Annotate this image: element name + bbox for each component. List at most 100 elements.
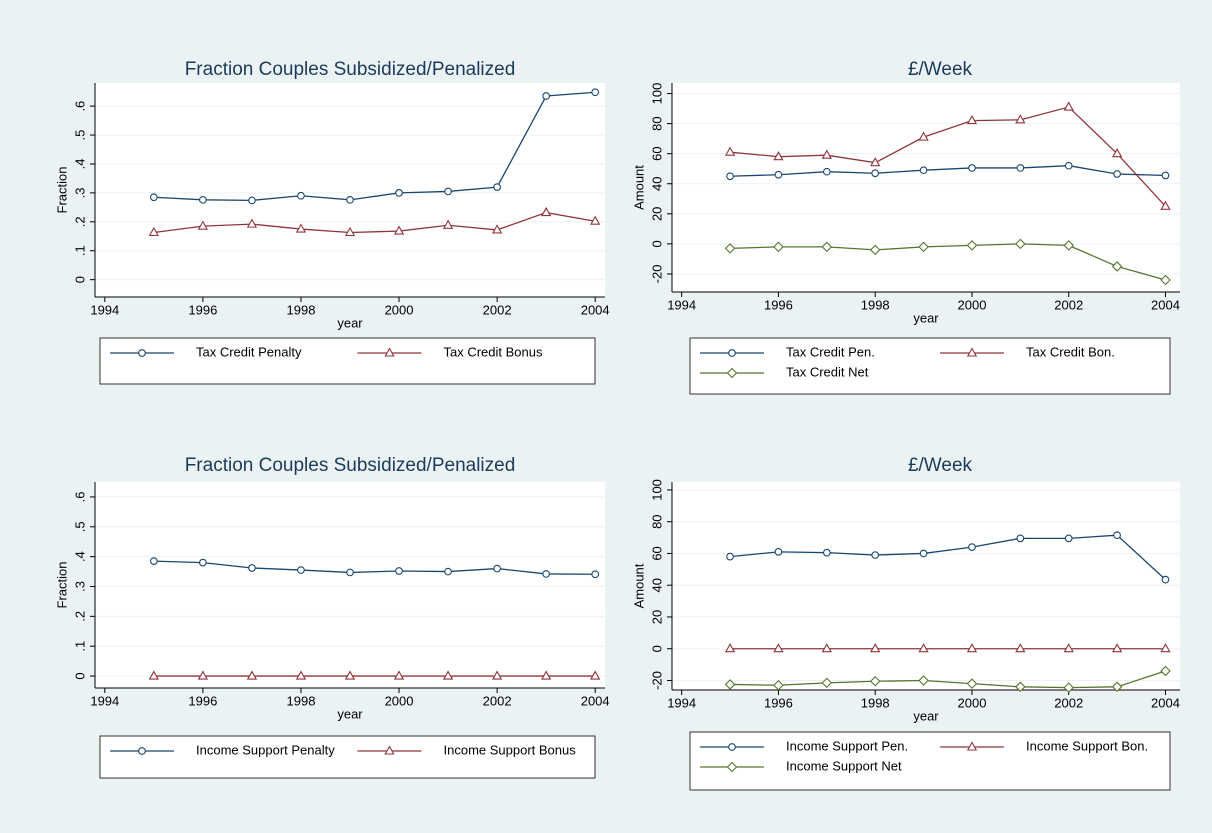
y-tick-label: -20: [649, 671, 664, 690]
marker: [1064, 161, 1073, 170]
x-axis-title: year: [913, 708, 939, 723]
y-tick-label: .2: [72, 216, 87, 227]
chart-title: £/Week: [908, 59, 973, 80]
marker: [493, 183, 501, 191]
marker: [248, 564, 256, 572]
marker: [968, 543, 976, 551]
x-tick-label: 1996: [764, 297, 793, 312]
marker: [918, 131, 929, 141]
marker: [821, 643, 832, 653]
legend-box: [689, 337, 1171, 395]
y-axis-title: Fraction: [54, 562, 69, 609]
marker: [149, 557, 158, 565]
marker: [773, 241, 784, 253]
y-tick-label: 20: [649, 207, 664, 221]
marker: [774, 548, 783, 556]
marker: [726, 367, 738, 379]
marker: [966, 741, 978, 751]
x-tick-label: 1994: [667, 695, 696, 710]
marker: [138, 349, 146, 357]
y-tick-label: .6: [72, 492, 87, 503]
marker: [248, 196, 256, 205]
legend-label: Income Support Net: [786, 758, 902, 773]
marker: [1161, 171, 1170, 180]
marker: [591, 570, 600, 579]
marker: [297, 191, 305, 200]
marker: [246, 218, 258, 228]
marker: [442, 219, 454, 229]
marker: [869, 675, 881, 687]
marker: [1160, 665, 1171, 677]
series-line: [730, 670, 1166, 689]
marker: [344, 226, 356, 237]
marker: [197, 670, 209, 680]
marker: [395, 189, 403, 197]
marker: [1111, 148, 1123, 158]
marker: [822, 548, 831, 557]
x-tick-label: 1996: [188, 693, 217, 708]
marker: [1063, 101, 1074, 111]
x-tick-label: 1994: [667, 297, 696, 312]
x-tick-label: 1998: [861, 297, 890, 312]
x-tick-label: 1996: [188, 302, 217, 317]
x-tick-label: 2000: [958, 297, 987, 312]
y-tick-label: 60: [649, 146, 664, 160]
x-tick-label: 2004: [581, 302, 610, 317]
marker: [491, 670, 503, 680]
marker: [821, 149, 832, 159]
marker: [197, 220, 209, 230]
legend-label: Tax Credit Penalty: [196, 344, 302, 359]
marker: [491, 224, 503, 234]
x-tick-label: 1998: [287, 693, 316, 708]
y-tick-label: .5: [72, 521, 87, 532]
marker: [966, 240, 978, 251]
y-tick-label: 80: [649, 116, 664, 130]
marker: [724, 643, 736, 653]
legend-label: Income Support Bon.: [1026, 738, 1148, 753]
marker: [1015, 114, 1026, 124]
marker: [444, 567, 452, 576]
y-tick-label: 80: [649, 514, 664, 528]
series-line: [153, 91, 596, 202]
chart-title: Fraction Couples Subsidized/Penalized: [185, 455, 516, 476]
marker: [442, 670, 454, 680]
marker: [1160, 200, 1171, 210]
y-axis-title: Amount: [631, 563, 646, 608]
x-axis-title: year: [337, 706, 363, 721]
x-tick-label: 1994: [90, 693, 119, 708]
x-tick-label: 2000: [958, 695, 987, 710]
y-tick-label: 0: [649, 240, 664, 247]
marker: [822, 167, 831, 176]
marker: [493, 564, 501, 573]
y-tick-label: 0: [72, 672, 87, 679]
marker: [821, 677, 833, 689]
series-line: [153, 211, 596, 234]
legend-box: [689, 731, 1171, 791]
marker: [726, 172, 734, 181]
y-axis-title: Fraction: [54, 167, 69, 214]
marker: [297, 566, 305, 574]
marker: [138, 747, 146, 755]
x-tick-label: 2004: [1151, 695, 1180, 710]
marker: [724, 243, 736, 254]
legend-label: Income Support Bonus: [444, 742, 577, 757]
marker: [724, 146, 736, 156]
marker: [1111, 643, 1123, 653]
marker: [541, 670, 552, 680]
marker: [1111, 681, 1123, 693]
plot-area: [95, 83, 605, 297]
marker: [1113, 531, 1121, 540]
y-axis-title: Amount: [631, 165, 646, 210]
marker: [148, 226, 159, 237]
marker: [1064, 534, 1073, 543]
marker: [966, 114, 978, 125]
marker: [1113, 170, 1121, 178]
legend-box: [99, 337, 596, 385]
y-tick-label: .2: [72, 611, 87, 622]
legend-label: Income Support Pen.: [786, 738, 908, 753]
marker: [393, 670, 405, 680]
legend-label: Income Support Penalty: [196, 742, 335, 757]
marker: [869, 244, 881, 256]
marker: [591, 88, 600, 97]
